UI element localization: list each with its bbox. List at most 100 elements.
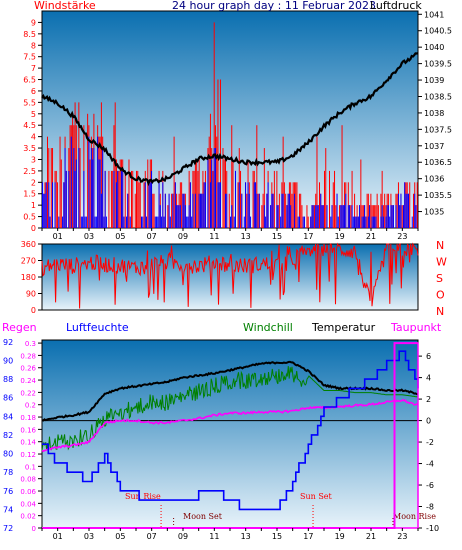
compass-label: N: [436, 305, 444, 318]
pressure-tick-label: 1038.5: [424, 92, 452, 101]
pressure-tick-label: 1035.5: [424, 191, 452, 200]
wind-tick-label: 7: [31, 64, 36, 73]
direction-tick-label: 270: [21, 257, 36, 266]
wind-direction-line: [41, 242, 419, 309]
x-tick-label: 01: [53, 232, 63, 241]
wind-tick-label: 8: [31, 41, 36, 50]
compass-label: N: [436, 239, 444, 252]
regen-tick-label: 0.08: [20, 476, 36, 484]
x-tick-label: 07: [147, 532, 157, 541]
compass-label: S: [436, 272, 443, 285]
pressure-tick-label: 1035: [424, 208, 444, 217]
luftdruck-label: Luftdruck: [370, 0, 422, 12]
pressure-tick-label: 1040.5: [424, 27, 452, 36]
feuchte-tick-label: 90: [3, 356, 13, 365]
legend-windchill: Windchill: [243, 321, 293, 334]
wind-tick-label: 2: [31, 178, 36, 187]
x-tick-label: 09: [178, 232, 188, 241]
regen-tick-label: 0.1: [25, 463, 36, 471]
regen-tick-label: 0.3: [25, 340, 36, 348]
wind-tick-label: 8.5: [23, 30, 36, 39]
feuchte-tick-label: 72: [3, 524, 13, 533]
x-tick-label: 09: [178, 532, 188, 541]
temp-tick-label: 6: [426, 352, 431, 361]
x-tick-label: 05: [115, 532, 125, 541]
pressure-tick-label: 1038: [424, 109, 444, 118]
temp-tick-label: -8: [426, 503, 434, 512]
x-tick-label: 23: [397, 232, 407, 241]
regen-tick-label: 0.02: [20, 513, 36, 521]
windstaerke-label: Windstärke: [34, 0, 96, 12]
direction-tick-label: 180: [21, 273, 36, 282]
wind-tick-label: 5.5: [23, 98, 36, 107]
regen-box: [393, 342, 419, 529]
x-tick-label: 05: [115, 232, 125, 241]
wind-tick-label: 4: [31, 133, 36, 142]
x-tick-label: 19: [335, 232, 345, 241]
regen-tick-label: 0.26: [20, 365, 36, 373]
temp-tick-label: 2: [426, 395, 431, 404]
feuchte-tick-label: 80: [3, 450, 13, 459]
temp-tick-label: -6: [426, 481, 434, 490]
regen-tick-label: 0.04: [20, 500, 36, 508]
pressure-line: [41, 52, 419, 187]
moon-rise-marker: Moon Rise: [393, 512, 436, 521]
x-tick-label: 21: [366, 232, 376, 241]
x-tick-label: 17: [303, 532, 313, 541]
temp-tick-label: -2: [426, 438, 434, 447]
pressure-tick-label: 1039: [424, 76, 444, 85]
x-tick-label: 23: [397, 532, 407, 541]
pressure-tick-label: 1036: [424, 175, 444, 184]
wind-tick-label: 2.5: [23, 167, 36, 176]
moon-set-marker: Moon Set: [183, 512, 223, 521]
wind-tick-label: 3.5: [23, 144, 36, 153]
regen-tick-label: 0.2: [25, 402, 36, 410]
wind-tick-label: 6: [31, 87, 36, 96]
wind-tick-label: 7.5: [23, 53, 36, 62]
feuchte-tick-label: 84: [3, 412, 13, 421]
sun-set-marker: Sun Set: [300, 492, 333, 501]
pressure-tick-label: 1039.5: [424, 60, 452, 69]
wind-tick-label: 0: [31, 224, 36, 233]
x-tick-label: 21: [366, 532, 376, 541]
x-tick-label: 03: [84, 532, 94, 541]
feuchte-tick-label: 88: [3, 375, 13, 384]
temp-tick-label: -10: [426, 524, 439, 533]
pressure-tick-label: 1041: [424, 10, 444, 19]
x-tick-label: 01: [53, 532, 63, 541]
legend-luftfeuchte: Luftfeuchte: [66, 321, 129, 334]
pressure-tick-label: 1037.5: [424, 125, 452, 134]
feuchte-tick-label: 74: [3, 505, 13, 514]
legend-regen: Regen: [2, 321, 37, 334]
x-tick-label: 19: [335, 532, 345, 541]
feuchte-tick-label: 78: [3, 468, 13, 477]
temp-tick-label: -4: [426, 460, 434, 469]
x-tick-label: 03: [84, 232, 94, 241]
regen-tick-label: 0.06: [20, 488, 36, 496]
regen-tick-label: 0.12: [20, 451, 36, 459]
wind-tick-label: 6.5: [23, 76, 36, 85]
legend-temperatur: Temperatur: [311, 321, 376, 334]
luftfeuchte-line: [42, 350, 419, 511]
x-tick-label: 11: [209, 232, 219, 241]
temp-tick-label: 0: [426, 417, 431, 426]
wind-tick-label: 3: [31, 155, 36, 164]
compass-label: W: [436, 256, 447, 269]
regen-tick-label: 0.22: [20, 389, 36, 397]
wind-tick-label: 0.5: [23, 213, 36, 222]
direction-tick-label: 0: [31, 306, 36, 315]
x-tick-label: 11: [209, 532, 219, 541]
feuchte-tick-label: 76: [3, 487, 13, 496]
taupunkt-line: [41, 398, 419, 453]
x-tick-label: 13: [241, 532, 251, 541]
regen-tick-label: 0.18: [20, 414, 36, 422]
wind-tick-label: 1.5: [23, 190, 36, 199]
feuchte-tick-label: 86: [3, 394, 13, 403]
feuchte-tick-label: 92: [3, 338, 13, 347]
x-tick-label: 15: [272, 532, 282, 541]
wind-tick-label: 4.5: [23, 121, 36, 130]
wind-tick-label: 5: [31, 110, 36, 119]
regen-tick-label: 0.28: [20, 352, 36, 360]
